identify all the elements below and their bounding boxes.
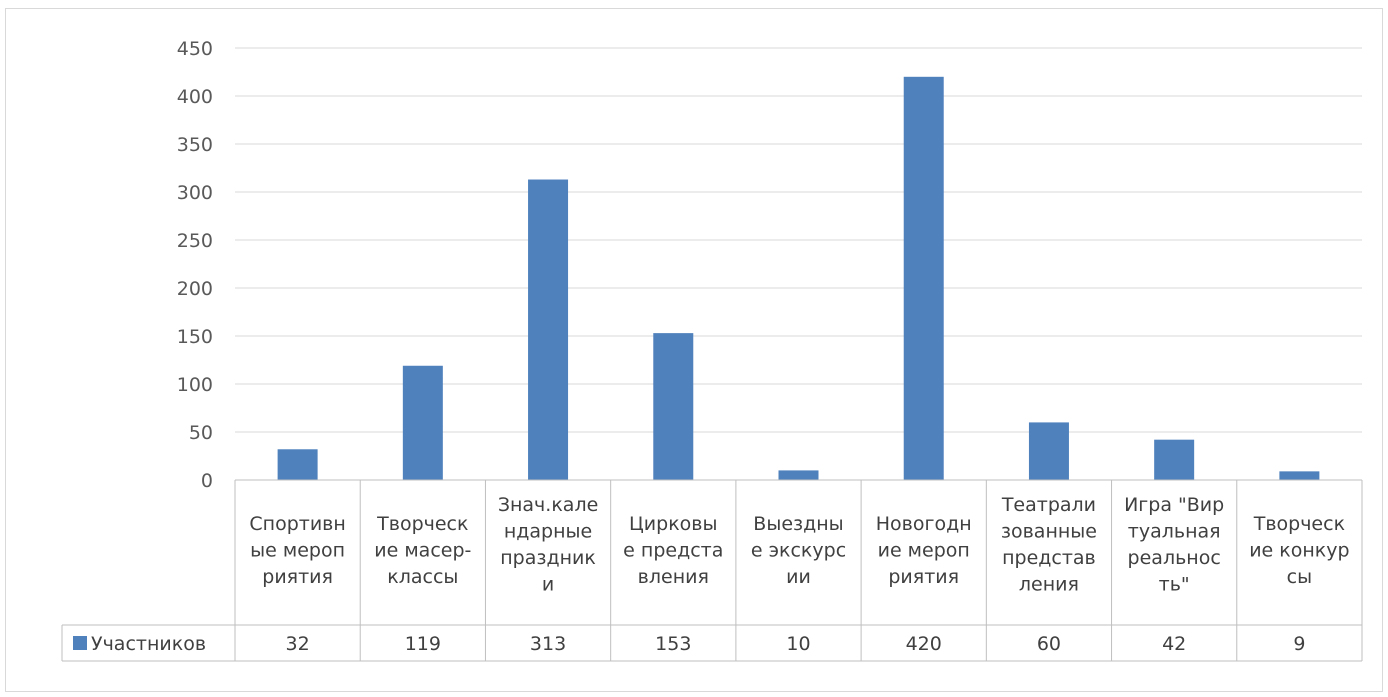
x-category-label: Творческ <box>376 513 468 535</box>
y-tick-label: 350 <box>177 134 213 156</box>
x-category-label: Знач.кале <box>498 494 598 516</box>
x-category-label: ть" <box>1159 574 1190 596</box>
x-category-label: ые мероп <box>250 540 345 562</box>
x-category-label: классы <box>387 566 458 588</box>
data-value-label: 32 <box>286 633 310 655</box>
x-category-label: туальная <box>1128 521 1221 543</box>
x-category-label: ие мероп <box>878 540 970 562</box>
x-category-label: Выездны <box>753 513 843 535</box>
x-category-label: и <box>542 574 554 596</box>
x-category-label: е экскурс <box>751 540 846 562</box>
x-category-label: Новогодн <box>876 513 972 535</box>
x-category-label: ления <box>1019 574 1079 596</box>
x-category-label: реальнос <box>1128 547 1221 569</box>
x-category-label: праздник <box>500 547 596 569</box>
bar <box>528 180 568 480</box>
y-tick-label: 200 <box>177 278 213 300</box>
x-category-label: е предста <box>623 540 723 562</box>
legend-label: Участников <box>91 633 206 655</box>
bar <box>904 77 944 480</box>
legend-swatch <box>73 636 87 650</box>
x-category-label: представ <box>1002 547 1096 569</box>
x-category-label: Игра "Вир <box>1124 494 1224 516</box>
x-category-label: Спортивн <box>249 513 345 535</box>
y-tick-label: 250 <box>177 230 213 252</box>
x-category-label: риятия <box>262 566 333 588</box>
x-category-label: зованные <box>1001 521 1097 543</box>
bar <box>1279 471 1319 480</box>
y-tick-label: 300 <box>177 182 213 204</box>
data-value-label: 420 <box>906 633 942 655</box>
bar <box>1029 422 1069 480</box>
x-category-label: ии <box>786 566 811 588</box>
y-tick-label: 150 <box>177 326 213 348</box>
data-value-label: 153 <box>655 633 691 655</box>
x-category-label: ндарные <box>504 521 592 543</box>
x-category-label: ие конкур <box>1249 540 1349 562</box>
y-tick-label: 50 <box>189 422 213 444</box>
data-value-label: 10 <box>786 633 810 655</box>
data-value-label: 60 <box>1037 633 1061 655</box>
data-value-label: 313 <box>530 633 566 655</box>
data-value-label: 42 <box>1162 633 1186 655</box>
bar <box>1154 440 1194 480</box>
x-category-label: сы <box>1287 566 1312 588</box>
x-category-label: риятия <box>888 566 959 588</box>
data-value-label: 119 <box>405 633 441 655</box>
bar <box>653 333 693 480</box>
bar <box>779 470 819 480</box>
bar <box>403 366 443 480</box>
x-category-label: Цирковы <box>629 513 717 535</box>
x-category-label: Творческ <box>1253 513 1345 535</box>
bar <box>278 449 318 480</box>
x-category-label: вления <box>638 566 709 588</box>
y-tick-label: 100 <box>177 374 213 396</box>
y-tick-label: 0 <box>201 470 213 492</box>
x-category-label: Театрали <box>1001 494 1096 516</box>
y-tick-label: 400 <box>177 86 213 108</box>
x-category-label: ие масер- <box>374 540 471 562</box>
data-value-label: 9 <box>1293 633 1305 655</box>
y-tick-label: 450 <box>177 38 213 60</box>
